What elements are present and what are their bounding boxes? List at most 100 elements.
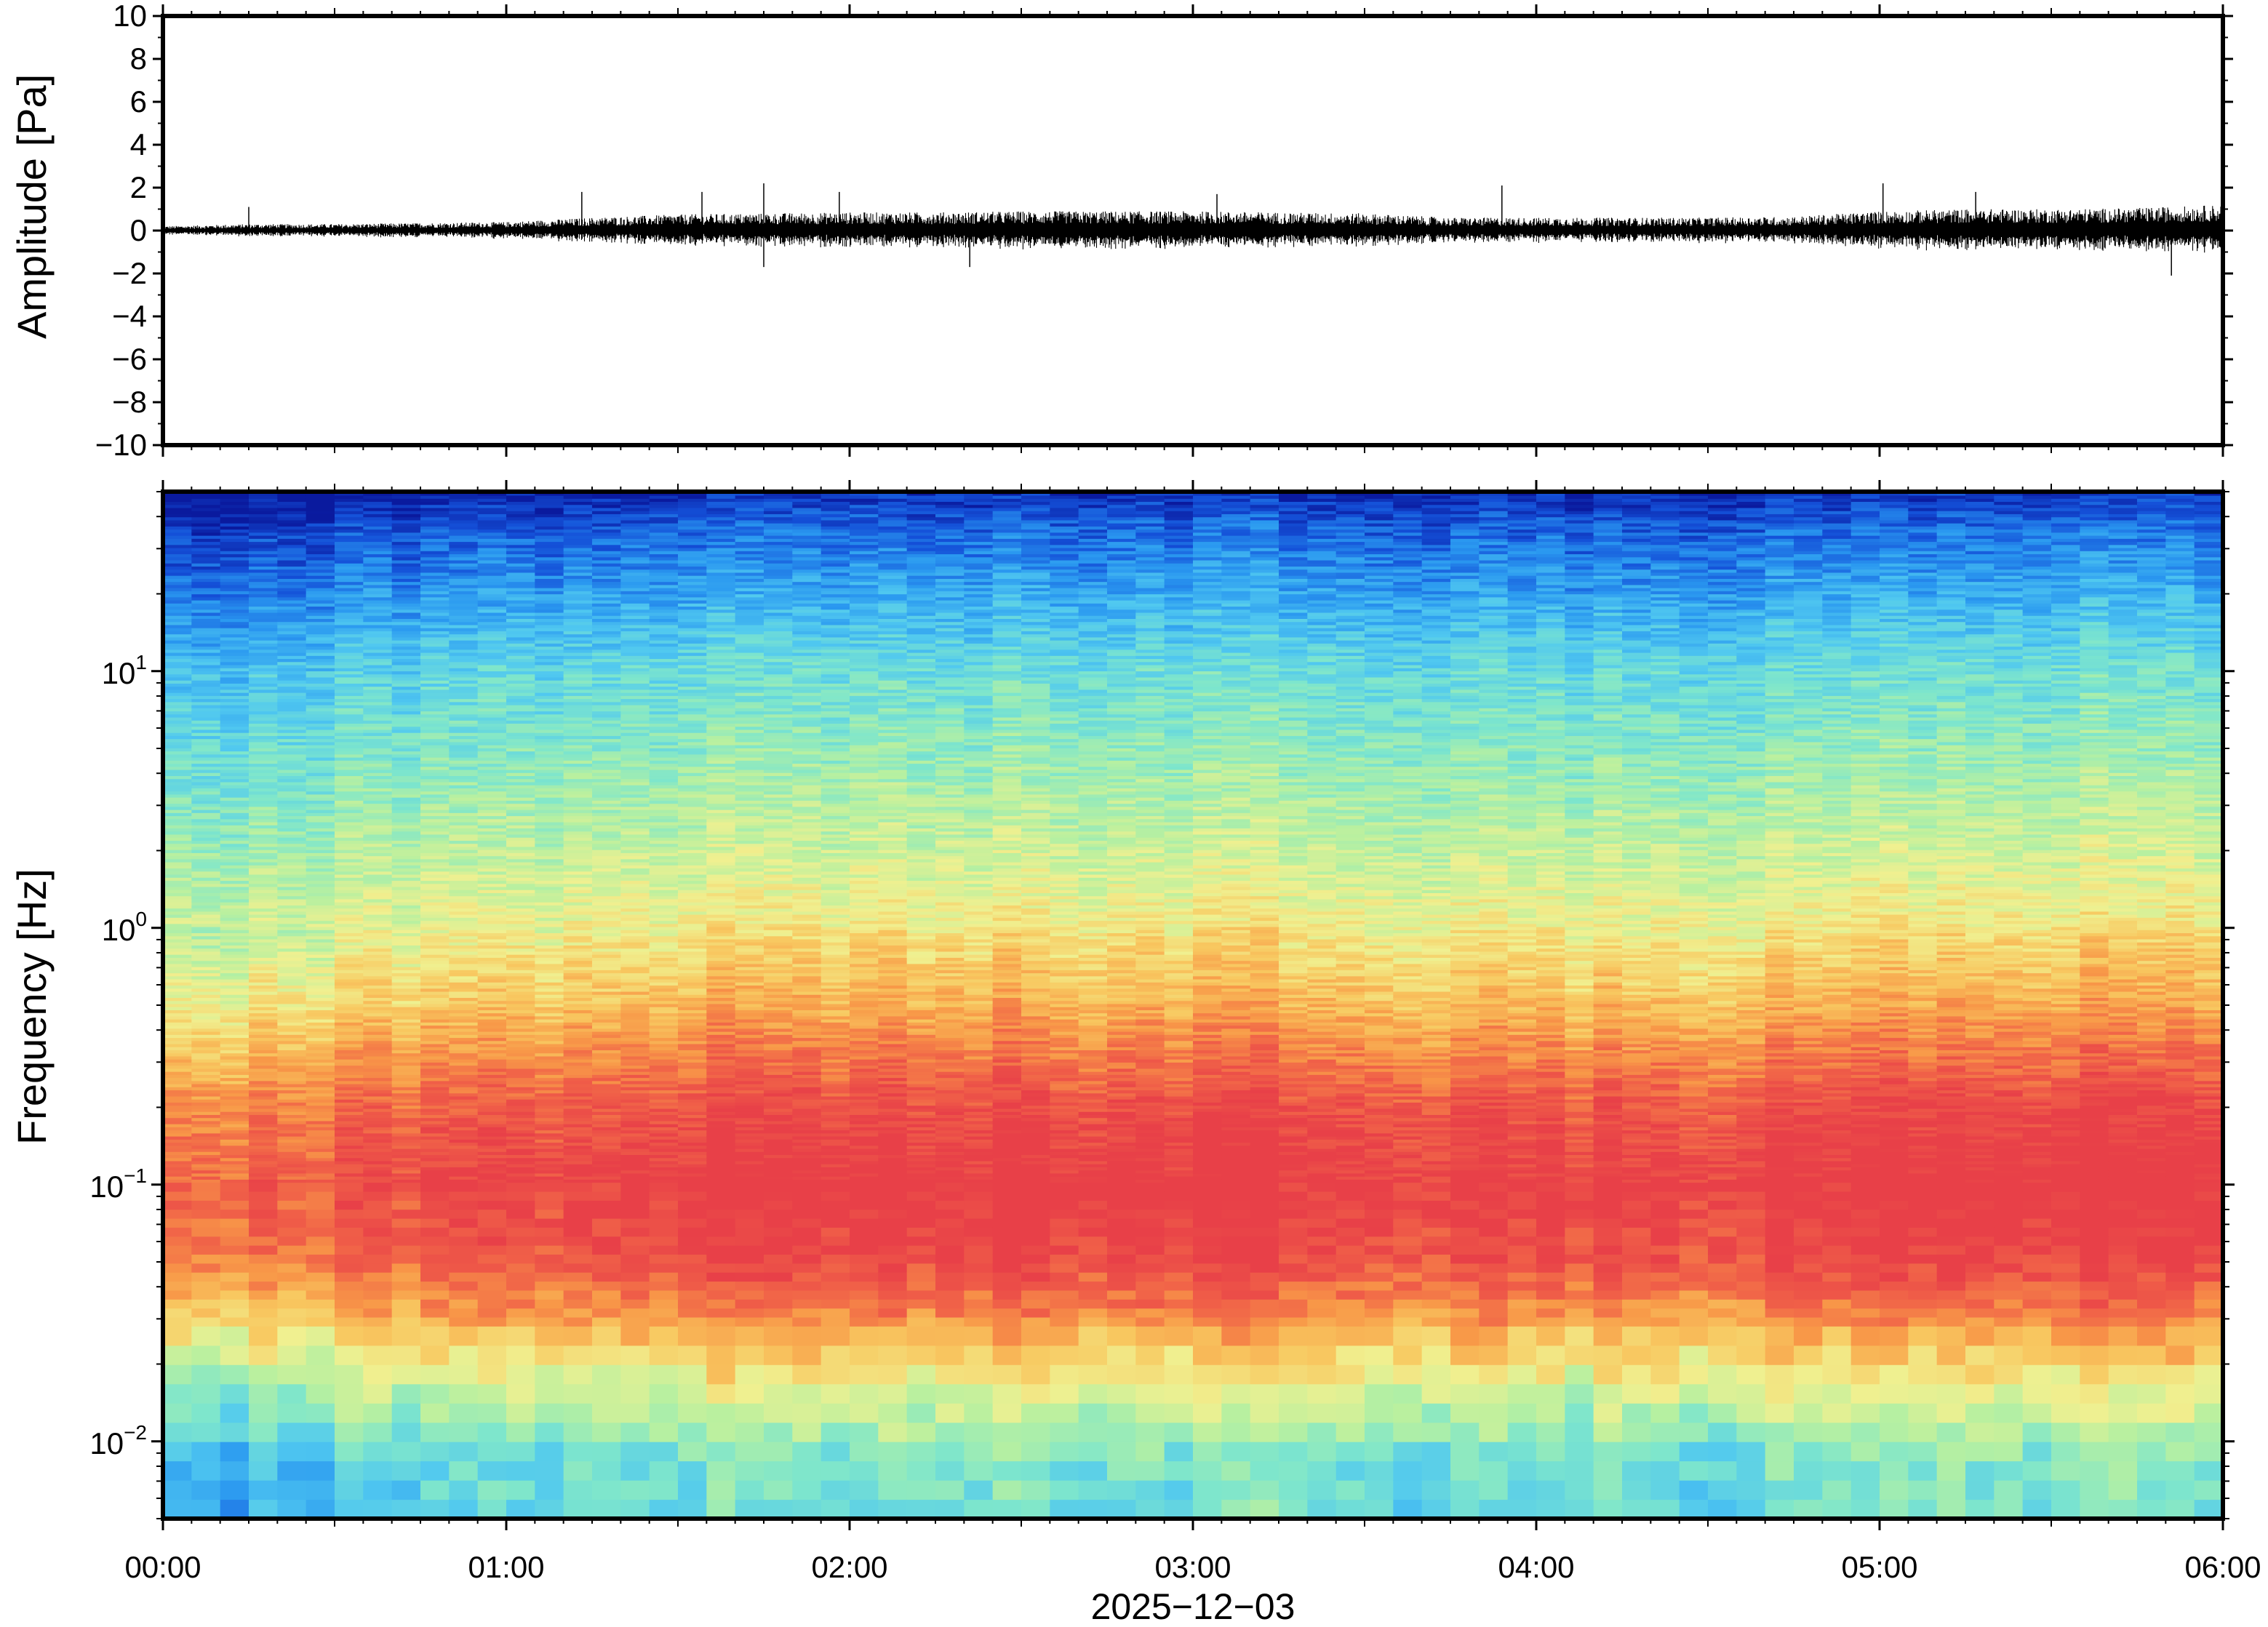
spectrogram-cell xyxy=(592,732,621,736)
spectrogram-cell xyxy=(220,1154,249,1158)
spectrogram-cell xyxy=(506,927,535,930)
spectrogram-cell xyxy=(420,495,450,499)
spectrogram-cell xyxy=(535,1090,564,1093)
spectrogram-cell xyxy=(191,1423,220,1442)
spectrogram-cell xyxy=(220,890,249,893)
spectrogram-cell xyxy=(363,932,392,936)
spectrogram-cell xyxy=(335,791,364,795)
spectrogram-cell xyxy=(220,961,249,964)
amplitude-panel xyxy=(153,4,2233,457)
spectrogram-cell xyxy=(220,852,249,856)
spectrogram-cell xyxy=(478,970,507,973)
spectrogram-cell xyxy=(191,1001,220,1004)
spectrogram-cell xyxy=(191,1139,220,1143)
spectrogram-cell xyxy=(363,892,392,896)
spectrogram-cell xyxy=(220,921,249,924)
spectrogram-cell xyxy=(249,1167,278,1170)
spectrogram-cell xyxy=(650,997,679,1001)
spectrogram-cell xyxy=(277,948,306,952)
spectrogram-cell xyxy=(620,822,650,826)
spectrogram-cell xyxy=(449,892,478,896)
spectrogram-cell xyxy=(363,655,392,659)
spectrogram-cell xyxy=(620,1281,650,1290)
spectrogram-cell xyxy=(506,815,535,819)
spectrogram-cell xyxy=(277,877,306,881)
spectrogram-cell xyxy=(535,517,564,521)
spectrogram-cell xyxy=(449,908,478,912)
spectrogram-cell xyxy=(420,1480,450,1500)
spectrogram-cell xyxy=(449,964,478,967)
spectrogram-cell xyxy=(392,628,421,631)
spectrogram-cell xyxy=(592,1170,621,1174)
spectrogram-cell xyxy=(277,1210,306,1219)
spectrogram-cell xyxy=(191,936,220,940)
spectrogram-cell xyxy=(420,680,450,684)
spectrogram-cell xyxy=(191,1118,220,1122)
spectrogram-cell xyxy=(335,831,364,835)
spectrogram-cell xyxy=(249,1403,278,1423)
spectrogram-cell xyxy=(220,822,249,826)
spectrogram-cell xyxy=(220,800,249,804)
spectrogram-cell xyxy=(420,1364,450,1384)
spectrogram-cell xyxy=(564,665,593,668)
spectrogram-cell xyxy=(592,822,621,826)
spectrogram-cell xyxy=(564,705,593,708)
spectrogram-cell xyxy=(449,523,478,527)
spectrogram-cell xyxy=(706,1227,735,1236)
spectrogram-cell xyxy=(335,572,364,576)
spectrogram-cell xyxy=(363,1022,392,1026)
spectrogram-cell xyxy=(249,1236,278,1246)
spectrogram-cell xyxy=(163,535,192,539)
spectrogram-cell xyxy=(678,578,707,582)
spectrogram-cell xyxy=(420,767,450,770)
spectrogram-cell xyxy=(277,991,306,995)
spectrogram-cell xyxy=(420,1034,450,1038)
spectrogram-cell xyxy=(363,1308,392,1318)
spectrogram-cell xyxy=(363,862,392,866)
spectrogram-cell xyxy=(191,1022,220,1026)
spectrogram-cell xyxy=(163,1068,192,1072)
spectrogram-cell xyxy=(191,683,220,687)
spectrogram-cell xyxy=(535,526,564,529)
spectrogram-cell xyxy=(506,520,535,524)
spectrogram-cell xyxy=(620,643,650,647)
spectrogram-cell xyxy=(392,652,421,656)
spectrogram-cell xyxy=(363,1423,392,1442)
spectrogram-cell xyxy=(620,695,650,699)
spectrogram-cell xyxy=(620,702,650,705)
spectrogram-cell xyxy=(620,699,650,703)
spectrogram-cell xyxy=(191,1403,220,1423)
spectrogram-cell xyxy=(163,807,192,810)
spectrogram-cell xyxy=(592,600,621,604)
spectrogram-cell xyxy=(277,622,306,625)
spectrogram-cell xyxy=(592,840,621,844)
spectrogram-cell xyxy=(249,560,278,564)
spectrogram-cell xyxy=(506,1384,535,1404)
spectrogram-cell xyxy=(306,647,335,650)
spectrogram-cell xyxy=(620,828,650,831)
spectrogram-cell xyxy=(449,979,478,983)
spectrogram-cell xyxy=(564,742,593,745)
spectrogram-cell xyxy=(220,723,249,727)
spectrogram-cell xyxy=(420,779,450,783)
spectrogram-cell xyxy=(620,1102,650,1106)
spectrogram-cell xyxy=(678,541,707,545)
spectrogram-cell xyxy=(306,997,335,1001)
spectrogram-cell xyxy=(249,887,278,890)
spectrogram-cell xyxy=(564,982,593,986)
spectrogram-cell xyxy=(220,791,249,795)
spectrogram-cell xyxy=(277,649,306,653)
spectrogram-cell xyxy=(363,1059,392,1063)
spectrogram-cell xyxy=(478,815,507,819)
spectrogram-cell xyxy=(620,671,650,674)
spectrogram-cell xyxy=(650,1090,679,1093)
spectrogram-cell xyxy=(335,967,364,970)
spectrogram-cell xyxy=(420,1299,450,1308)
spectrogram-cell xyxy=(191,1127,220,1130)
spectrogram-cell xyxy=(277,671,306,674)
spectrogram-cell xyxy=(335,1108,364,1112)
spectrogram-cell xyxy=(363,809,392,813)
spectrogram-cell xyxy=(220,523,249,527)
spectrogram-cell xyxy=(535,809,564,813)
spectrogram-cell xyxy=(535,720,564,724)
